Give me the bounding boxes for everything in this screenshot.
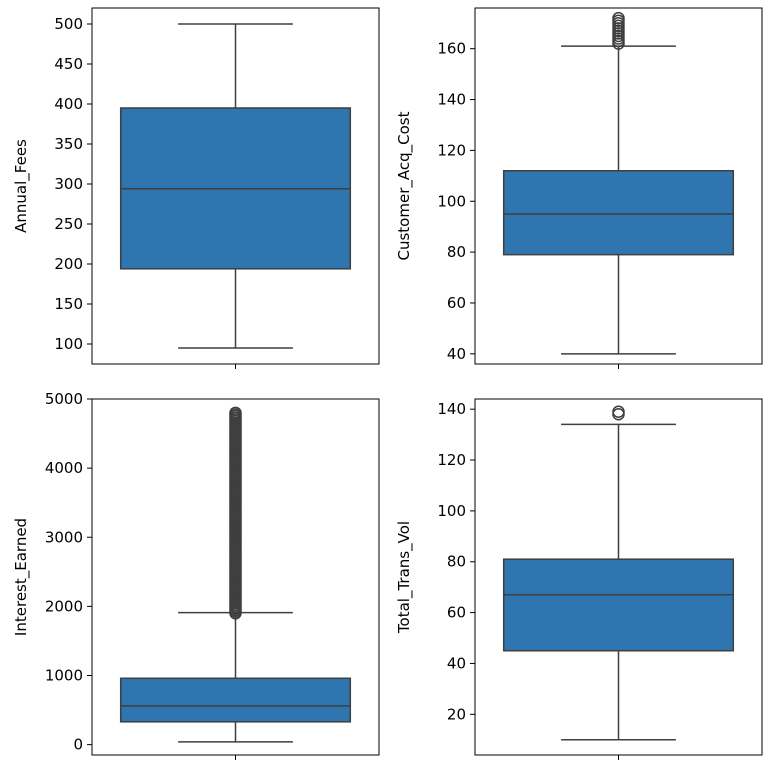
y-tick-label: 300 — [54, 175, 83, 193]
panel-interest-earned: 0 1000 2000 3000 4000 5000 Interest_Earned — [12, 390, 380, 760]
iqr-box — [119, 677, 352, 723]
y-axis-label: Customer_Acq_Cost — [395, 111, 414, 260]
y-axis-label: Total_Trans_Vol — [395, 521, 414, 634]
panel-total-trans-vol: 20 40 60 80 100 120 140 Total_Trans_Vol — [395, 398, 763, 760]
y-tick-label: 400 — [54, 95, 83, 113]
y-tick-label: 80 — [447, 243, 466, 261]
y-tick-label: 160 — [437, 40, 466, 58]
y-tick-label: 4000 — [45, 459, 83, 477]
y-tick-label: 350 — [54, 135, 83, 153]
iqr-box — [502, 169, 735, 256]
y-tick-label: 140 — [437, 91, 466, 109]
y-axis-label: Interest_Earned — [12, 518, 31, 636]
y-tick-label: 1000 — [45, 667, 83, 685]
y-tick-label: 40 — [447, 654, 466, 672]
y-tick-label: 80 — [447, 553, 466, 571]
y-tick-label: 0 — [73, 736, 83, 754]
y-tick-label: 140 — [437, 400, 466, 418]
outlier-point — [612, 11, 625, 25]
y-tick-label: 100 — [437, 502, 466, 520]
y-tick-label: 60 — [447, 294, 466, 312]
y-tick-label: 100 — [54, 335, 83, 353]
y-tick-label: 120 — [437, 141, 466, 159]
y-tick-label: 3000 — [45, 528, 83, 546]
y-tick-label: 250 — [54, 215, 83, 233]
outlier-point — [229, 406, 242, 420]
y-tick-label: 150 — [54, 295, 83, 313]
y-tick-label: 100 — [437, 192, 466, 210]
y-tick-label: 20 — [447, 705, 466, 723]
y-tick-label: 60 — [447, 604, 466, 622]
iqr-box — [502, 558, 735, 652]
y-tick-label: 120 — [437, 451, 466, 469]
panel-annual-fees: 100 150 200 250 300 350 400 450 500 Annual_Fees — [12, 7, 380, 369]
panel-customer-acq-cost: 40 60 80 100 120 140 160 Customer_Acq_Cost — [395, 7, 763, 369]
y-tick-label: 450 — [54, 55, 83, 73]
y-tick-label: 5000 — [45, 390, 83, 408]
y-tick-label: 200 — [54, 255, 83, 273]
y-tick-label: 40 — [447, 345, 466, 363]
y-tick-label: 500 — [54, 15, 83, 33]
y-tick-label: 2000 — [45, 597, 83, 615]
y-axis-label: Annual_Fees — [12, 139, 31, 233]
outlier-point — [612, 405, 625, 418]
outlier-point — [612, 408, 625, 421]
